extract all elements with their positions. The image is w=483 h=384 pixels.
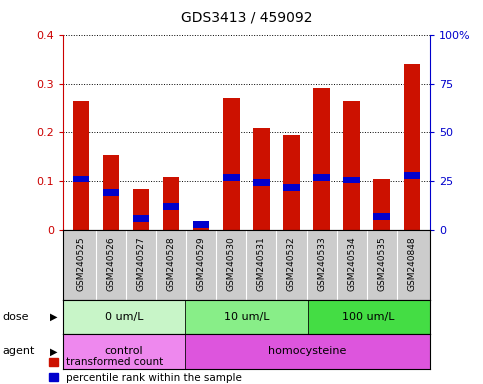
Text: ▶: ▶ <box>50 312 58 322</box>
Bar <box>223 174 240 181</box>
Bar <box>283 184 300 191</box>
Bar <box>72 175 89 182</box>
Bar <box>103 189 119 195</box>
Bar <box>223 98 240 230</box>
Text: GSM240848: GSM240848 <box>407 236 416 291</box>
Bar <box>103 154 119 230</box>
Text: agent: agent <box>2 346 35 356</box>
Bar <box>63 334 185 369</box>
Bar <box>253 127 270 230</box>
Text: 0 um/L: 0 um/L <box>105 312 143 322</box>
Text: control: control <box>105 346 143 356</box>
Bar <box>193 221 210 228</box>
Bar <box>193 223 210 230</box>
Bar <box>373 213 390 220</box>
Bar <box>133 215 149 222</box>
Text: GSM240531: GSM240531 <box>257 236 266 291</box>
Bar <box>403 172 420 179</box>
Text: GSM240528: GSM240528 <box>167 236 176 291</box>
Bar <box>343 177 360 184</box>
Bar <box>308 300 430 334</box>
Bar <box>63 300 185 334</box>
Bar <box>185 334 430 369</box>
Bar <box>313 174 330 181</box>
Text: GDS3413 / 459092: GDS3413 / 459092 <box>181 11 312 25</box>
Bar <box>313 88 330 230</box>
Bar <box>163 177 179 230</box>
Text: GSM240526: GSM240526 <box>106 236 115 291</box>
Text: GSM240534: GSM240534 <box>347 236 356 291</box>
Bar <box>283 135 300 230</box>
Bar <box>253 179 270 186</box>
Legend: transformed count, percentile rank within the sample: transformed count, percentile rank withi… <box>49 358 242 382</box>
Text: 100 um/L: 100 um/L <box>342 312 395 322</box>
Text: GSM240530: GSM240530 <box>227 236 236 291</box>
Text: 10 um/L: 10 um/L <box>224 312 269 322</box>
Bar <box>163 204 179 210</box>
Text: ▶: ▶ <box>50 346 58 356</box>
Bar <box>373 179 390 230</box>
Bar <box>403 64 420 230</box>
Bar <box>343 101 360 230</box>
Text: GSM240533: GSM240533 <box>317 236 326 291</box>
Text: GSM240527: GSM240527 <box>137 236 145 291</box>
Bar <box>185 300 308 334</box>
Text: dose: dose <box>2 312 29 322</box>
Bar <box>72 101 89 230</box>
Bar <box>133 189 149 230</box>
Text: GSM240532: GSM240532 <box>287 236 296 291</box>
Text: homocysteine: homocysteine <box>269 346 347 356</box>
Text: GSM240525: GSM240525 <box>76 236 85 291</box>
Text: GSM240529: GSM240529 <box>197 236 206 291</box>
Text: GSM240535: GSM240535 <box>377 236 386 291</box>
